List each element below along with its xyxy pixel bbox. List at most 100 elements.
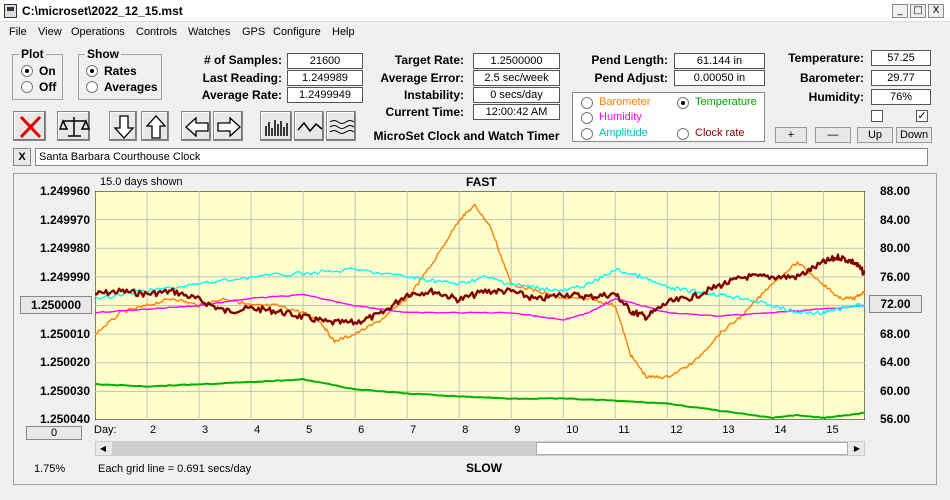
day-tick-label: 12 bbox=[670, 424, 683, 436]
close-button[interactable]: X bbox=[928, 4, 944, 18]
plot-off-radio[interactable] bbox=[21, 81, 33, 93]
average-rate-value: 1.2499949 bbox=[287, 87, 363, 103]
y-right-tick: 80.00 bbox=[879, 241, 911, 255]
percent-label: 1.75% bbox=[34, 463, 66, 475]
arrow-right-icon bbox=[217, 116, 241, 138]
minus-button[interactable]: — bbox=[815, 127, 851, 143]
series-line-rate bbox=[95, 253, 865, 326]
humidity-option-label: Humidity bbox=[599, 111, 642, 123]
pend-adjust-value: 0.00050 in bbox=[674, 70, 765, 86]
arrow-down-button[interactable] bbox=[109, 111, 137, 141]
menu-view[interactable]: View bbox=[38, 26, 62, 38]
wave-plot-button[interactable] bbox=[326, 111, 356, 141]
x-mark-icon bbox=[19, 115, 42, 139]
checkbox-1[interactable] bbox=[871, 110, 883, 122]
arrow-left-button[interactable] bbox=[181, 111, 211, 141]
scroll-right-icon[interactable]: ▶ bbox=[853, 444, 861, 453]
y-right-selected-button[interactable]: 72.00 bbox=[869, 295, 922, 313]
humidity-radio[interactable] bbox=[581, 112, 593, 124]
line-plot-button[interactable] bbox=[294, 111, 324, 141]
y-right-tick: 84.00 bbox=[879, 213, 911, 227]
plot-on-radio[interactable] bbox=[21, 65, 33, 77]
histogram-icon bbox=[265, 120, 288, 136]
y-left-tick: 1.250040 bbox=[39, 412, 90, 426]
balance-button[interactable] bbox=[57, 111, 91, 141]
y-left-tick: 1.249970 bbox=[39, 213, 90, 227]
day-tick-label: 15 bbox=[826, 424, 839, 436]
clock-rate-option-label: Clock rate bbox=[695, 127, 745, 139]
arrow-up-button[interactable] bbox=[141, 111, 169, 141]
arrow-down-icon bbox=[113, 115, 135, 139]
day-tick-label: 10 bbox=[566, 424, 579, 436]
menu-help[interactable]: Help bbox=[332, 26, 355, 38]
checkbox-2[interactable]: ✓ bbox=[916, 110, 928, 122]
barometer-radio[interactable] bbox=[581, 97, 593, 109]
menu-gps[interactable]: GPS bbox=[242, 26, 266, 38]
day-tick-label: 11 bbox=[618, 424, 630, 436]
menu-operations[interactable]: Operations bbox=[71, 26, 125, 38]
balance-scale-icon bbox=[58, 117, 91, 137]
scroll-track[interactable] bbox=[112, 442, 536, 455]
amplitude-radio[interactable] bbox=[581, 128, 593, 140]
days-shown-label: 15.0 days shown bbox=[100, 176, 183, 188]
maximize-button[interactable]: □ bbox=[910, 4, 926, 18]
clear-clock-button[interactable]: X bbox=[13, 148, 31, 166]
menu-controls[interactable]: Controls bbox=[136, 26, 177, 38]
menu-configure[interactable]: Configure bbox=[273, 26, 321, 38]
temperature-value: 57.25 bbox=[871, 50, 931, 66]
day-tick-label: 14 bbox=[774, 424, 787, 436]
y-left-tick: 1.249960 bbox=[39, 184, 90, 198]
menu-bar: File View Operations Controls Watches GP… bbox=[0, 23, 950, 41]
day-tick-label: 13 bbox=[722, 424, 735, 436]
instability-value: 0 secs/day bbox=[473, 87, 560, 103]
y-right-tick: 56.00 bbox=[879, 412, 911, 426]
show-rates-radio[interactable] bbox=[86, 65, 98, 77]
arrow-right-button[interactable] bbox=[213, 111, 243, 141]
temperature-radio[interactable] bbox=[677, 97, 689, 109]
series-line-barometer_line bbox=[95, 377, 865, 419]
menu-watches[interactable]: Watches bbox=[188, 26, 231, 38]
average-error-value: 2.5 sec/week bbox=[473, 70, 560, 86]
pend-adjust-label: Pend Adjust: bbox=[594, 71, 668, 85]
plus-button[interactable]: + bbox=[775, 127, 807, 143]
barometer-option-label: Barometer bbox=[599, 96, 651, 108]
arrow-up-icon bbox=[145, 115, 167, 139]
plot-on-label: On bbox=[39, 64, 56, 78]
down-button[interactable]: Down bbox=[896, 127, 932, 143]
zero-button[interactable]: 0 bbox=[26, 426, 82, 440]
up-button[interactable]: Up bbox=[857, 127, 893, 143]
arrow-left-icon bbox=[185, 116, 209, 138]
y-left-tick: 1.249990 bbox=[39, 270, 90, 284]
clock-name-field[interactable]: Santa Barbara Courthouse Clock bbox=[35, 148, 928, 166]
y-left-tick: 1.250010 bbox=[39, 327, 90, 341]
line-plot-icon bbox=[297, 121, 323, 133]
histogram-button[interactable] bbox=[260, 111, 292, 141]
horizontal-scrollbar[interactable]: ◀ ▶ bbox=[95, 441, 865, 456]
y-right-tick: 64.00 bbox=[879, 355, 911, 369]
clock-rate-radio[interactable] bbox=[677, 128, 689, 140]
y-left-tick: 1.250030 bbox=[39, 384, 90, 398]
plot-off-label: Off bbox=[39, 80, 57, 94]
wave-icon bbox=[329, 120, 355, 134]
amplitude-option-label: Amplitude bbox=[599, 127, 648, 139]
day-tick-label: 2 bbox=[150, 424, 157, 436]
plot-group-title: Plot bbox=[19, 47, 46, 61]
pend-length-value: 61.144 in bbox=[674, 53, 765, 69]
app-name-label: MicroSet Clock and Watch Timer bbox=[373, 129, 560, 143]
show-averages-radio[interactable] bbox=[86, 81, 98, 93]
day-tick-label: 4 bbox=[254, 424, 261, 436]
y-right-tick: 88.00 bbox=[879, 184, 911, 198]
window-title: C:\microset\2022_12_15.mst bbox=[22, 4, 183, 18]
y-right-tick: 76.00 bbox=[879, 270, 911, 284]
humidity-label: Humidity: bbox=[808, 90, 864, 104]
scroll-left-icon[interactable]: ◀ bbox=[99, 444, 107, 453]
menu-file[interactable]: File bbox=[9, 26, 27, 38]
y-left-tick: 1.250020 bbox=[39, 355, 90, 369]
plot-group: Plot On Off bbox=[12, 47, 63, 100]
stop-button[interactable] bbox=[13, 111, 46, 141]
series-selector: Barometer Temperature Humidity Amplitude… bbox=[572, 92, 765, 142]
scroll-thumb[interactable] bbox=[536, 442, 848, 455]
y-left-selected-button[interactable]: 1.250000 bbox=[20, 296, 92, 314]
minimize-button[interactable]: _ bbox=[892, 4, 908, 18]
current-time-value: 12:00:42 AM bbox=[473, 104, 560, 120]
